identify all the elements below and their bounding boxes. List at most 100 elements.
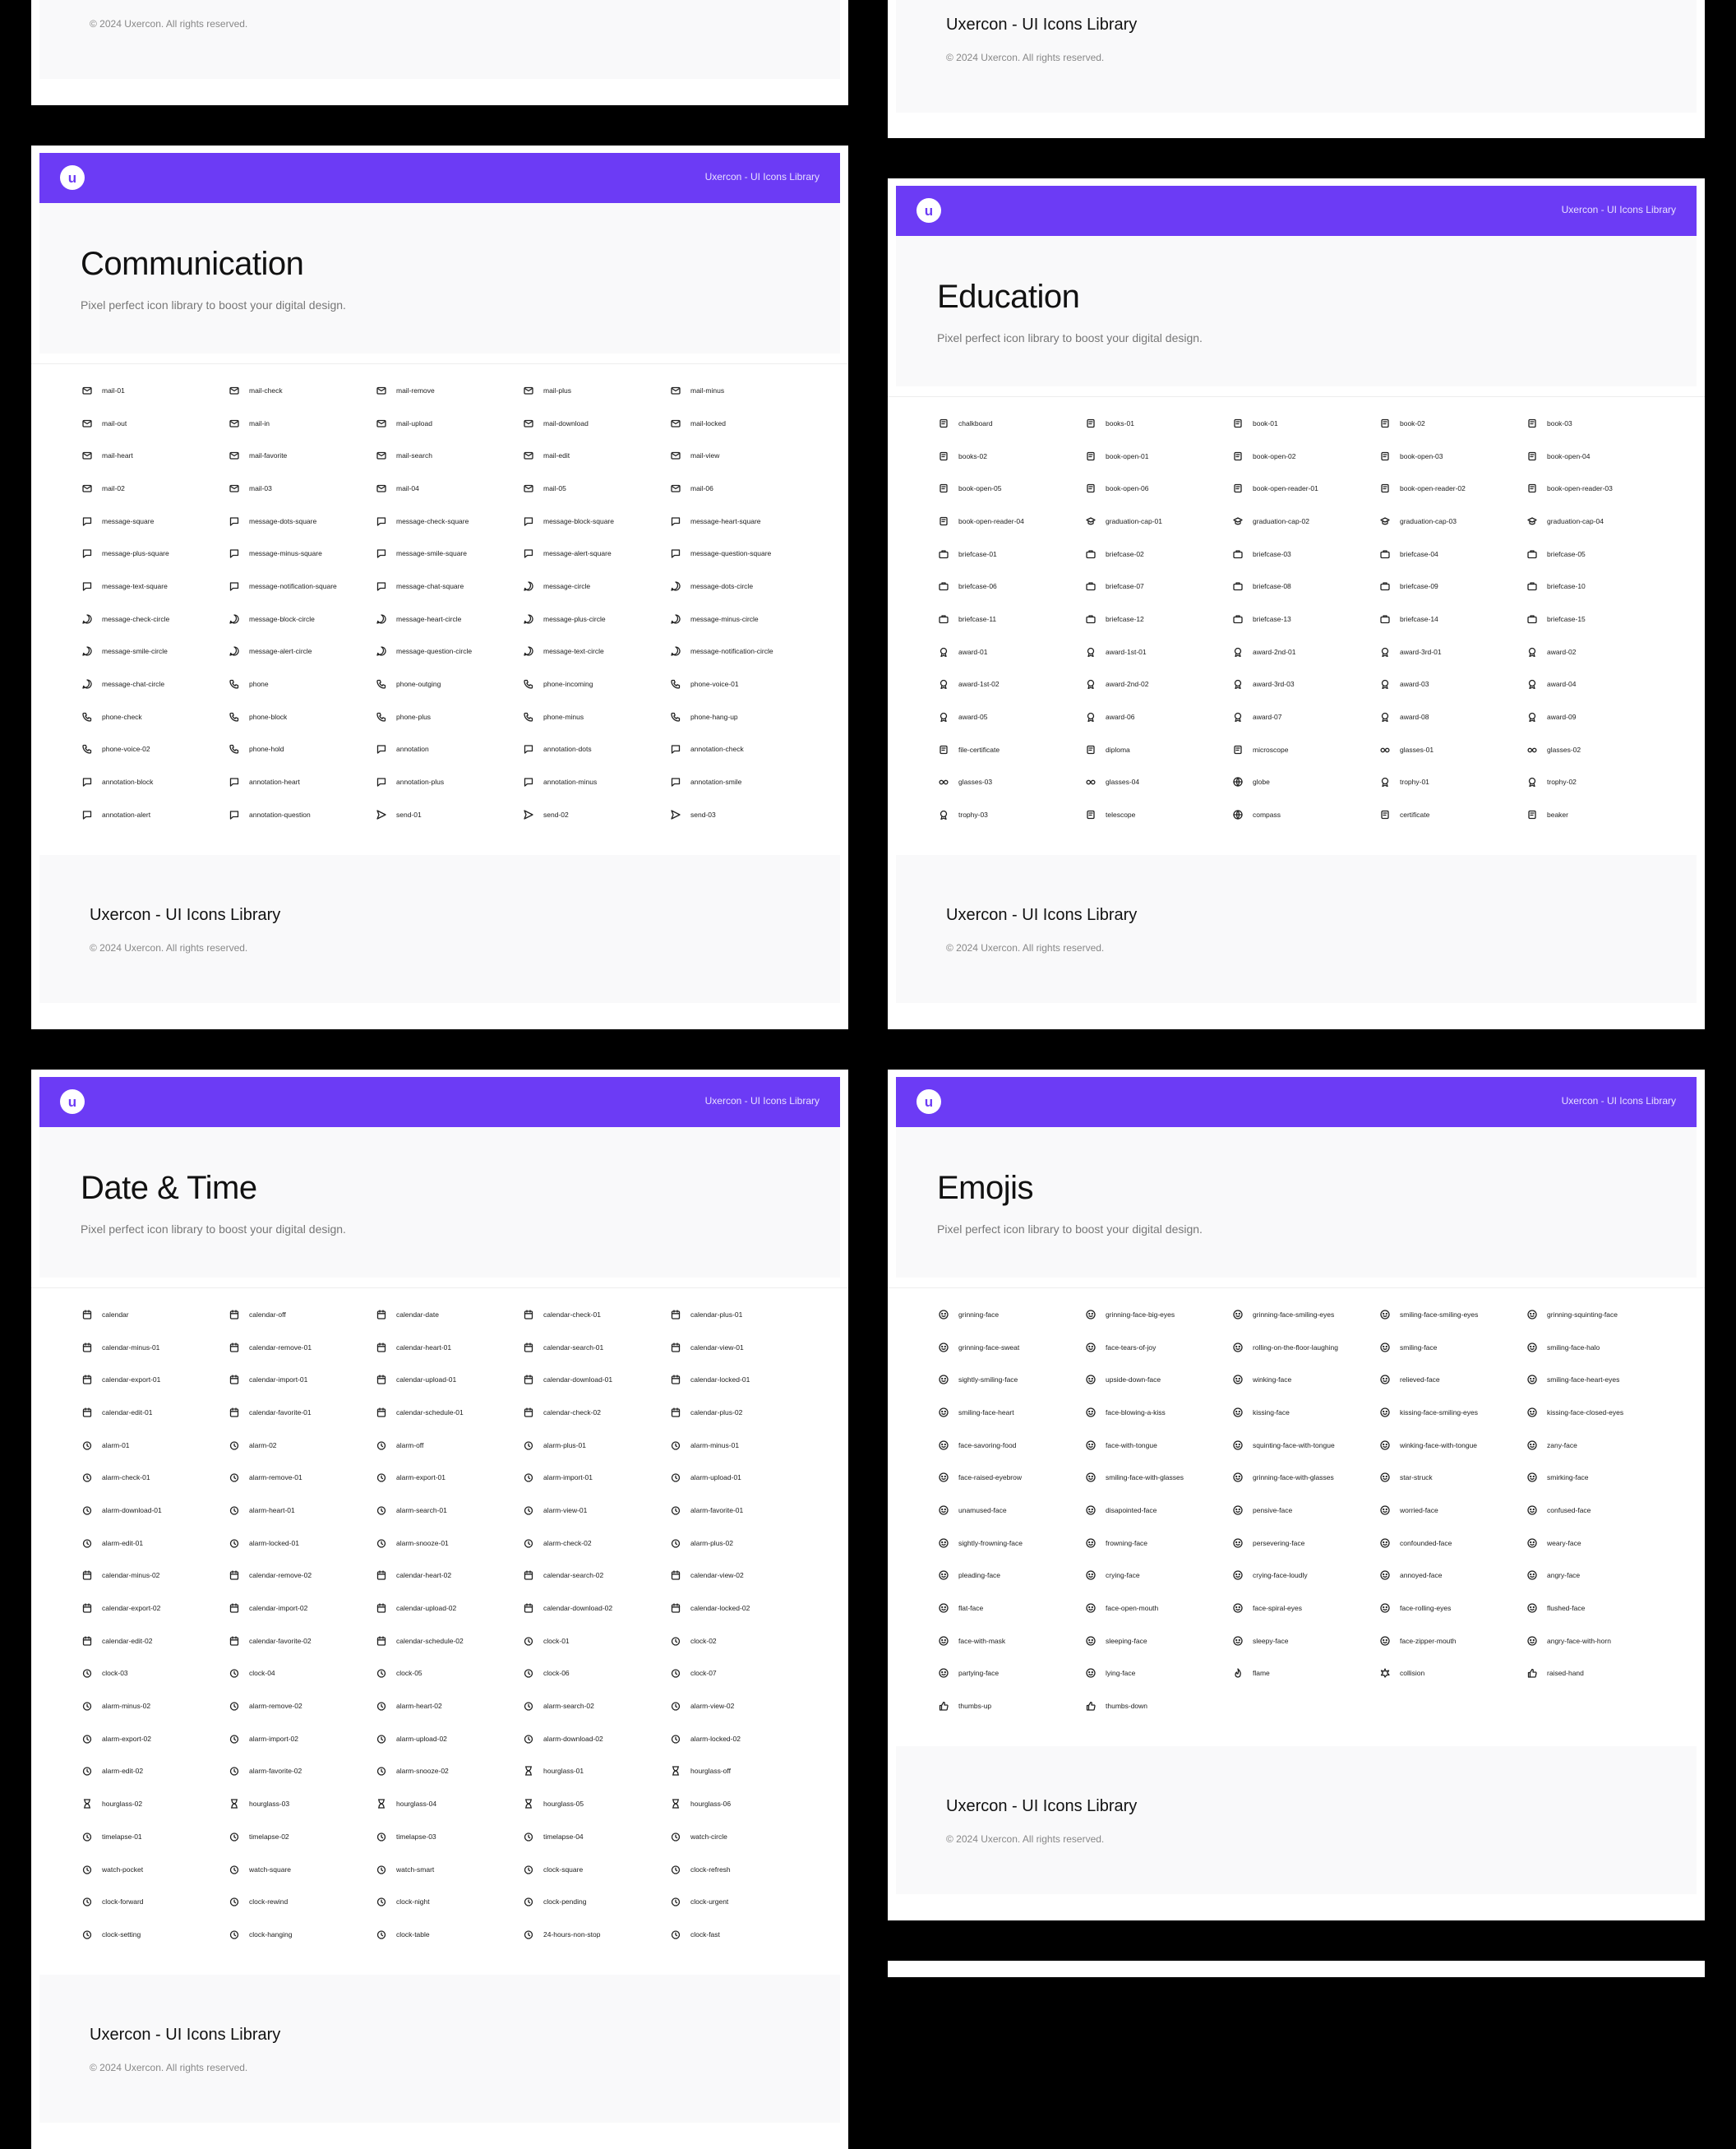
icon-item-award-08[interactable]: award-08	[1380, 700, 1527, 733]
icon-item-thumbs-down[interactable]: thumbs-down	[1086, 1689, 1233, 1722]
icon-item-mail-edit[interactable]: mail-edit	[524, 439, 671, 472]
icon-item-timelapse-03[interactable]: timelapse-03	[376, 1820, 524, 1853]
icon-item-send-03[interactable]: send-03	[671, 798, 818, 831]
icon-item-calendar-check-02[interactable]: calendar-check-02	[524, 1396, 671, 1429]
icon-item-alarm-01[interactable]: alarm-01	[82, 1429, 229, 1462]
icon-item-calendar-export-01[interactable]: calendar-export-01	[82, 1363, 229, 1396]
icon-item-smiling-face[interactable]: smiling-face	[1380, 1331, 1527, 1364]
icon-item-calendar-remove-02[interactable]: calendar-remove-02	[229, 1560, 376, 1592]
icon-item-briefcase-12[interactable]: briefcase-12	[1086, 603, 1233, 635]
icon-item-calendar-date[interactable]: calendar-date	[376, 1298, 524, 1331]
icon-item-clock-urgent[interactable]: clock-urgent	[671, 1885, 818, 1918]
icon-item-message-notification-circle[interactable]: message-notification-circle	[671, 635, 818, 668]
icon-item-file-certificate[interactable]: file-certificate	[939, 733, 1086, 766]
icon-item-briefcase-13[interactable]: briefcase-13	[1233, 603, 1380, 635]
icon-item-phone-voice-02[interactable]: phone-voice-02	[82, 733, 229, 766]
icon-item-timelapse-01[interactable]: timelapse-01	[82, 1820, 229, 1853]
icon-item-annotation-plus[interactable]: annotation-plus	[376, 765, 524, 798]
icon-item-calendar-check-01[interactable]: calendar-check-01	[524, 1298, 671, 1331]
icon-item-briefcase-08[interactable]: briefcase-08	[1233, 570, 1380, 603]
icon-item-calendar-edit-02[interactable]: calendar-edit-02	[82, 1624, 229, 1657]
icon-item-calendar-download-02[interactable]: calendar-download-02	[524, 1592, 671, 1624]
icon-item-award-04[interactable]: award-04	[1527, 668, 1674, 701]
icon-item-clock-table[interactable]: clock-table	[376, 1918, 524, 1951]
icon-item-clock-square[interactable]: clock-square	[524, 1853, 671, 1886]
icon-item-phone-block[interactable]: phone-block	[229, 700, 376, 733]
icon-item-briefcase-14[interactable]: briefcase-14	[1380, 603, 1527, 635]
icon-item-collision[interactable]: collision	[1380, 1657, 1527, 1690]
icon-item-award-05[interactable]: award-05	[939, 700, 1086, 733]
icon-item-message-question-square[interactable]: message-question-square	[671, 537, 818, 570]
icon-item-book-open-03[interactable]: book-open-03	[1380, 440, 1527, 473]
icon-item-calendar-import-02[interactable]: calendar-import-02	[229, 1592, 376, 1624]
icon-item-alarm-favorite-01[interactable]: alarm-favorite-01	[671, 1494, 818, 1527]
icon-item-award-1st-02[interactable]: award-1st-02	[939, 668, 1086, 701]
icon-item-mail-02[interactable]: mail-02	[82, 472, 229, 505]
icon-item-alarm-minus-02[interactable]: alarm-minus-02	[82, 1689, 229, 1722]
icon-item-sleeping-face[interactable]: sleeping-face	[1086, 1624, 1233, 1657]
icon-item-award-3rd-03[interactable]: award-3rd-03	[1233, 668, 1380, 701]
icon-item-watch-square[interactable]: watch-square	[229, 1853, 376, 1886]
icon-item-pleading-face[interactable]: pleading-face	[939, 1560, 1086, 1592]
icon-item-clock-night[interactable]: clock-night	[376, 1885, 524, 1918]
icon-item-mail-03[interactable]: mail-03	[229, 472, 376, 505]
icon-item-clock-setting[interactable]: clock-setting	[82, 1918, 229, 1951]
icon-item-face-with-mask[interactable]: face-with-mask	[939, 1624, 1086, 1657]
icon-item-clock-04[interactable]: clock-04	[229, 1657, 376, 1690]
icon-item-message-heart-circle[interactable]: message-heart-circle	[376, 603, 524, 635]
icon-item-book-open-06[interactable]: book-open-06	[1086, 472, 1233, 505]
icon-item-briefcase-09[interactable]: briefcase-09	[1380, 570, 1527, 603]
icon-item-winking-face-with-tongue[interactable]: winking-face-with-tongue	[1380, 1429, 1527, 1462]
icon-item-face-savoring-food[interactable]: face-savoring-food	[939, 1429, 1086, 1462]
icon-item-24-hours-non-stop[interactable]: 24-hours-non-stop	[524, 1918, 671, 1951]
icon-item-message-dots-square[interactable]: message-dots-square	[229, 505, 376, 538]
icon-item-hourglass-06[interactable]: hourglass-06	[671, 1787, 818, 1820]
icon-item-alarm-edit-02[interactable]: alarm-edit-02	[82, 1755, 229, 1788]
icon-item-annotation-minus[interactable]: annotation-minus	[524, 765, 671, 798]
icon-item-mail-upload[interactable]: mail-upload	[376, 407, 524, 440]
uxercon-logo[interactable]: u	[916, 1089, 941, 1114]
icon-item-mail-06[interactable]: mail-06	[671, 472, 818, 505]
icon-item-calendar-heart-02[interactable]: calendar-heart-02	[376, 1560, 524, 1592]
icon-item-angry-face-with-horn[interactable]: angry-face-with-horn	[1527, 1624, 1674, 1657]
icon-item-calendar-plus-01[interactable]: calendar-plus-01	[671, 1298, 818, 1331]
icon-item-smiling-face-smiling-eyes[interactable]: smiling-face-smiling-eyes	[1380, 1298, 1527, 1331]
icon-item-worried-face[interactable]: worried-face	[1380, 1494, 1527, 1527]
icon-item-alarm-remove-02[interactable]: alarm-remove-02	[229, 1689, 376, 1722]
icon-item-graduation-cap-01[interactable]: graduation-cap-01	[1086, 505, 1233, 538]
icon-item-trophy-03[interactable]: trophy-03	[939, 798, 1086, 831]
icon-item-alarm-import-02[interactable]: alarm-import-02	[229, 1722, 376, 1755]
icon-item-annoyed-face[interactable]: annoyed-face	[1380, 1560, 1527, 1592]
icon-item-message-heart-square[interactable]: message-heart-square	[671, 505, 818, 538]
icon-item-message-minus-square[interactable]: message-minus-square	[229, 537, 376, 570]
icon-item-annotation-question[interactable]: annotation-question	[229, 798, 376, 831]
icon-item-clock-05[interactable]: clock-05	[376, 1657, 524, 1690]
icon-item-briefcase-07[interactable]: briefcase-07	[1086, 570, 1233, 603]
icon-item-calendar-off[interactable]: calendar-off	[229, 1298, 376, 1331]
icon-item-alarm-download-02[interactable]: alarm-download-02	[524, 1722, 671, 1755]
icon-item-annotation-alert[interactable]: annotation-alert	[82, 798, 229, 831]
icon-item-mail-out[interactable]: mail-out	[82, 407, 229, 440]
icon-item-angry-face[interactable]: angry-face	[1527, 1560, 1674, 1592]
icon-item-book-open-reader-01[interactable]: book-open-reader-01	[1233, 472, 1380, 505]
icon-item-glasses-04[interactable]: glasses-04	[1086, 766, 1233, 799]
icon-item-flushed-face[interactable]: flushed-face	[1527, 1592, 1674, 1624]
icon-item-phone-plus[interactable]: phone-plus	[376, 700, 524, 733]
icon-item-message-plus-square[interactable]: message-plus-square	[82, 537, 229, 570]
icon-item-briefcase-01[interactable]: briefcase-01	[939, 538, 1086, 571]
icon-item-partying-face[interactable]: partying-face	[939, 1657, 1086, 1690]
icon-item-calendar-view-02[interactable]: calendar-view-02	[671, 1560, 818, 1592]
icon-item-send-01[interactable]: send-01	[376, 798, 524, 831]
icon-item-mail-favorite[interactable]: mail-favorite	[229, 439, 376, 472]
icon-item-message-notification-square[interactable]: message-notification-square	[229, 570, 376, 603]
icon-item-alarm-export-02[interactable]: alarm-export-02	[82, 1722, 229, 1755]
icon-item-award-06[interactable]: award-06	[1086, 700, 1233, 733]
icon-item-smirking-face[interactable]: smirking-face	[1527, 1461, 1674, 1494]
icon-item-hourglass-02[interactable]: hourglass-02	[82, 1787, 229, 1820]
icon-item-relieved-face[interactable]: relieved-face	[1380, 1363, 1527, 1396]
icon-item-calendar-remove-01[interactable]: calendar-remove-01	[229, 1331, 376, 1364]
icon-item-telescope[interactable]: telescope	[1086, 798, 1233, 831]
icon-item-message-dots-circle[interactable]: message-dots-circle	[671, 570, 818, 603]
icon-item-rolling-on-the-floor-laughing[interactable]: rolling-on-the-floor-laughing	[1233, 1331, 1380, 1364]
icon-item-clock-rewind[interactable]: clock-rewind	[229, 1885, 376, 1918]
